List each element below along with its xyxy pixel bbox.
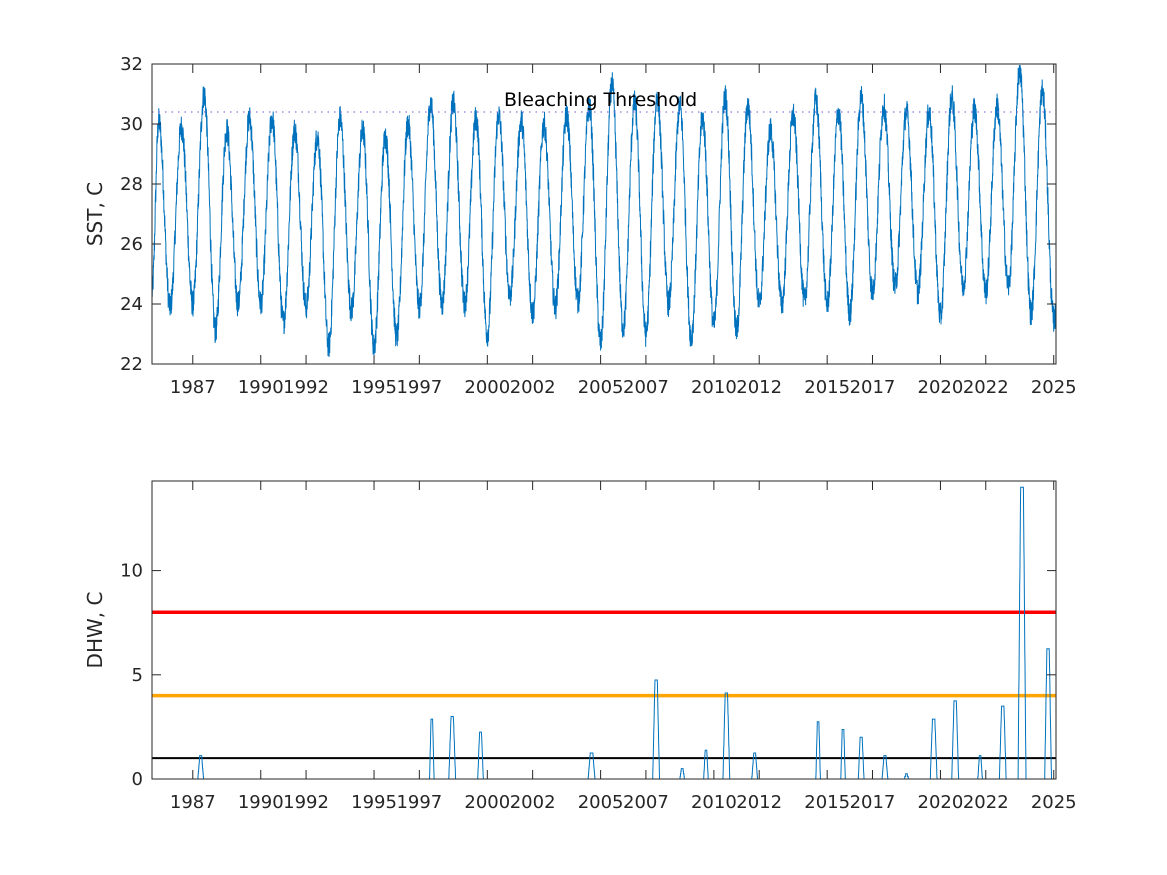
dhw-plot-area [152, 486, 1056, 780]
y-tick-label: 24 [120, 294, 143, 315]
x-tick-label: 1990 [238, 377, 284, 398]
y-tick-label: 32 [120, 54, 143, 75]
dhw-axes-frame [151, 480, 1057, 780]
sst-plot-area [151, 65, 1057, 358]
x-tick-label: 2007 [623, 377, 669, 398]
dhw-y-axis-label: DHW, C [83, 592, 107, 669]
x-tick-label: 2005 [578, 792, 624, 813]
sst-y-axis-label: SST, C [83, 182, 107, 246]
x-tick-label: 2007 [623, 792, 669, 813]
x-tick-label: 2022 [963, 377, 1009, 398]
x-tick-label: 2005 [578, 377, 624, 398]
x-tick-label: 1997 [396, 377, 442, 398]
x-tick-label: 1987 [170, 792, 216, 813]
x-tick-label: 2012 [736, 377, 782, 398]
x-tick-label: 2010 [691, 377, 737, 398]
x-tick-label: 2017 [850, 792, 896, 813]
y-tick-label: 28 [120, 174, 143, 195]
x-tick-label: 2012 [736, 792, 782, 813]
y-tick-label: 26 [120, 234, 143, 255]
sst-ticks: 1987 1990 1992 1995 1997 2000 2002 2005 2007 2010… [120, 54, 1077, 398]
x-tick-label: 2015 [804, 377, 850, 398]
y-tick-label: 0 [132, 769, 143, 790]
dhw-series-line [152, 486, 1056, 780]
sst-axes-frame [151, 63, 1057, 365]
dhw-ticks: 1987 1990 1992 1995 1997 2000 2002 2005 2007 2010… [120, 481, 1077, 813]
x-tick-label: 2017 [850, 377, 896, 398]
x-tick-label: 1992 [283, 792, 329, 813]
y-tick-label: 22 [120, 354, 143, 375]
y-tick-label: 30 [120, 114, 143, 135]
x-tick-label: 2000 [464, 792, 510, 813]
x-tick-label: 1992 [283, 377, 329, 398]
x-tick-label: 1995 [351, 792, 397, 813]
x-tick-label: 2002 [510, 377, 556, 398]
x-tick-label: 1995 [351, 377, 397, 398]
x-tick-label: 1987 [170, 377, 216, 398]
x-tick-label: 2015 [804, 792, 850, 813]
y-tick-label: 5 [132, 665, 143, 686]
sst-axes: 1987 1990 1992 1995 1997 2000 2002 2005 2007 2010… [83, 54, 1077, 398]
x-tick-label: 2025 [1031, 377, 1077, 398]
x-tick-label: 2000 [464, 377, 510, 398]
x-tick-label: 2022 [963, 792, 1009, 813]
x-tick-label: 2020 [918, 377, 964, 398]
x-tick-label: 2002 [510, 792, 556, 813]
dhw-axes: 1987 1990 1992 1995 1997 2000 2002 2005 2007 2010… [83, 480, 1077, 813]
y-tick-label: 10 [120, 561, 143, 582]
x-tick-label: 2025 [1031, 792, 1077, 813]
bleaching-threshold-label: Bleaching Threshold [504, 89, 697, 111]
x-tick-label: 2020 [918, 792, 964, 813]
x-tick-label: 2010 [691, 792, 737, 813]
sst-series-line [151, 65, 1057, 358]
x-tick-label: 1990 [238, 792, 284, 813]
x-tick-label: 1997 [396, 792, 442, 813]
